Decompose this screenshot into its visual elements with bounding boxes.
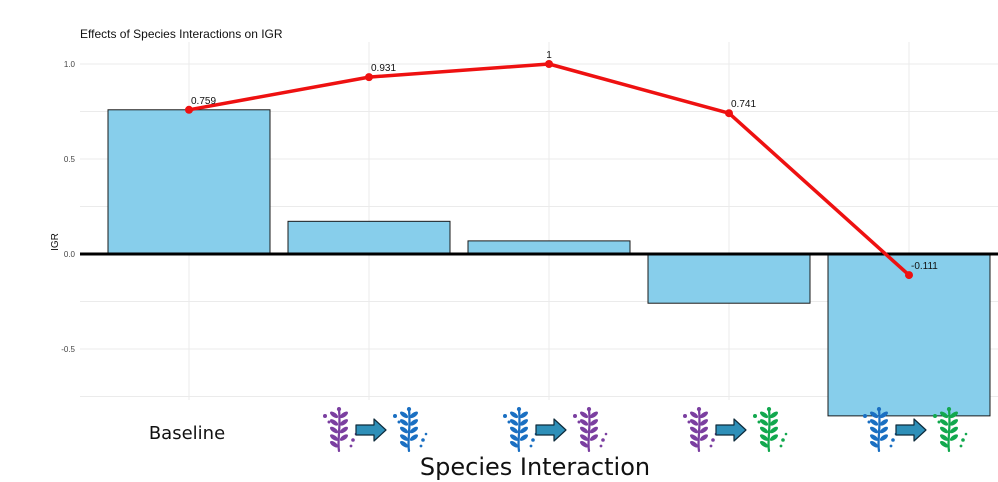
y-tick-label: 0.0 bbox=[64, 250, 76, 259]
chart-title: Effects of Species Interactions on IGR bbox=[80, 27, 283, 41]
line-point-5 bbox=[905, 271, 913, 280]
bar-2 bbox=[287, 220, 451, 255]
y-tick-label: 0.5 bbox=[64, 155, 76, 164]
data-labels-group: 0.759 0.931 1 0.741 -0.111 bbox=[191, 50, 938, 272]
category-3 bbox=[503, 407, 608, 453]
y-axis-label: IGR bbox=[50, 233, 61, 251]
bar-5 bbox=[827, 253, 991, 417]
line-point-2 bbox=[365, 73, 373, 82]
y-ticks-group: 1.0 0.5 0.0 -0.5 bbox=[61, 60, 75, 354]
arrow-icon bbox=[535, 418, 567, 442]
category-labels-group: Baseline bbox=[149, 407, 968, 453]
blue-seaweed-icon bbox=[863, 407, 898, 453]
arrow-icon bbox=[355, 418, 387, 442]
category-2 bbox=[323, 407, 428, 453]
line-point-3 bbox=[545, 60, 553, 68]
bars-group bbox=[107, 109, 991, 417]
purple-seaweed-icon bbox=[683, 407, 718, 453]
data-label-1: 0.759 bbox=[191, 96, 216, 107]
y-tick-label: -0.5 bbox=[61, 345, 75, 354]
green-seaweed-icon bbox=[753, 407, 788, 453]
category-1: Baseline bbox=[149, 423, 225, 444]
category-5 bbox=[863, 407, 968, 453]
bar-4 bbox=[647, 253, 811, 304]
x-axis-label: Species Interaction bbox=[420, 453, 650, 481]
data-label-2: 0.931 bbox=[371, 63, 396, 74]
blue-seaweed-icon bbox=[503, 407, 538, 453]
line-series-group bbox=[185, 60, 913, 280]
blue-seaweed-icon bbox=[393, 407, 428, 453]
y-tick-label: 1.0 bbox=[64, 60, 76, 69]
green-seaweed-icon bbox=[933, 407, 968, 453]
line-point-4 bbox=[725, 109, 733, 118]
data-label-4: 0.741 bbox=[731, 99, 756, 110]
data-label-3: 1 bbox=[546, 50, 552, 61]
category-4 bbox=[683, 407, 788, 453]
arrow-icon bbox=[715, 418, 747, 442]
purple-seaweed-icon bbox=[323, 407, 358, 453]
arrow-icon bbox=[895, 418, 927, 442]
bar-3 bbox=[467, 240, 631, 255]
bar-1 bbox=[107, 109, 271, 255]
purple-seaweed-icon bbox=[573, 407, 608, 453]
line-point-1 bbox=[185, 105, 193, 114]
category-label: Baseline bbox=[149, 423, 225, 444]
data-label-5: -0.111 bbox=[911, 261, 938, 272]
